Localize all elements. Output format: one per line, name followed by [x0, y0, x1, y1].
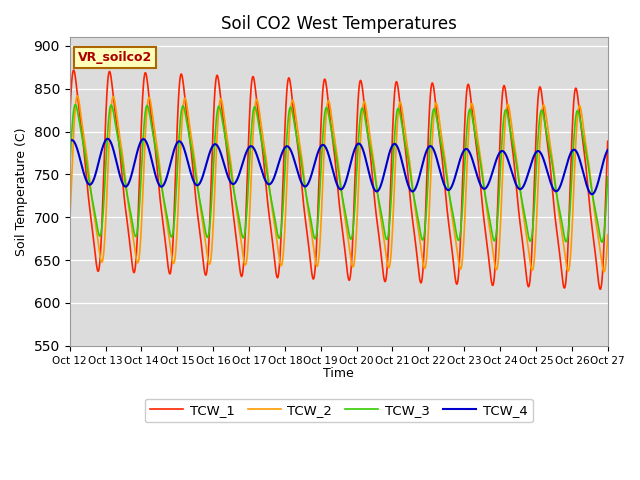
TCW_2 — [600, 269, 608, 275]
TCW_1 — [328, 127, 335, 133]
TCW_2 — [490, 253, 497, 259]
TCW_4 — [490, 166, 497, 171]
TCW_4 — [588, 192, 596, 197]
TCW_3 — [93, 225, 101, 230]
TCW_1 — [589, 227, 596, 233]
TCW_2 — [588, 189, 596, 194]
TCW_3 — [588, 189, 596, 195]
TCW_3 — [328, 129, 335, 135]
TCW_1 — [490, 280, 497, 286]
TCW_1 — [66, 119, 74, 125]
Y-axis label: Soil Temperature (C): Soil Temperature (C) — [15, 127, 28, 256]
Line: TCW_1: TCW_1 — [70, 70, 608, 289]
TCW_2 — [589, 191, 596, 197]
TCW_4 — [604, 147, 612, 153]
TCW_4 — [314, 152, 321, 157]
TCW_4 — [104, 136, 111, 142]
TCW_1 — [93, 267, 101, 273]
TCW_3 — [589, 191, 596, 197]
TCW_3 — [604, 174, 612, 180]
Line: TCW_4: TCW_4 — [70, 139, 608, 194]
TCW_1 — [604, 138, 612, 144]
TCW_4 — [66, 139, 74, 144]
TCW_1 — [588, 225, 596, 231]
TCW_4 — [328, 163, 335, 168]
Legend: TCW_1, TCW_2, TCW_3, TCW_4: TCW_1, TCW_2, TCW_3, TCW_4 — [145, 399, 532, 422]
TCW_2 — [93, 233, 101, 239]
TCW_3 — [314, 225, 321, 231]
Line: TCW_2: TCW_2 — [70, 96, 608, 272]
Line: TCW_3: TCW_3 — [70, 105, 608, 242]
TCW_2 — [328, 113, 335, 119]
TCW_2 — [604, 232, 612, 238]
TCW_1 — [314, 225, 321, 231]
TCW_3 — [598, 239, 606, 245]
TCW_1 — [596, 287, 604, 292]
TCW_4 — [589, 191, 596, 197]
Text: VR_soilco2: VR_soilco2 — [77, 51, 152, 64]
TCW_2 — [314, 264, 321, 269]
TCW_2 — [66, 222, 74, 228]
TCW_3 — [490, 237, 497, 242]
TCW_4 — [93, 166, 101, 171]
X-axis label: Time: Time — [323, 367, 354, 380]
TCW_1 — [70, 67, 77, 73]
Title: Soil CO2 West Temperatures: Soil CO2 West Temperatures — [221, 15, 456, 33]
TCW_4 — [589, 192, 596, 197]
TCW_3 — [72, 102, 79, 108]
TCW_3 — [66, 167, 74, 173]
TCW_2 — [74, 93, 81, 99]
